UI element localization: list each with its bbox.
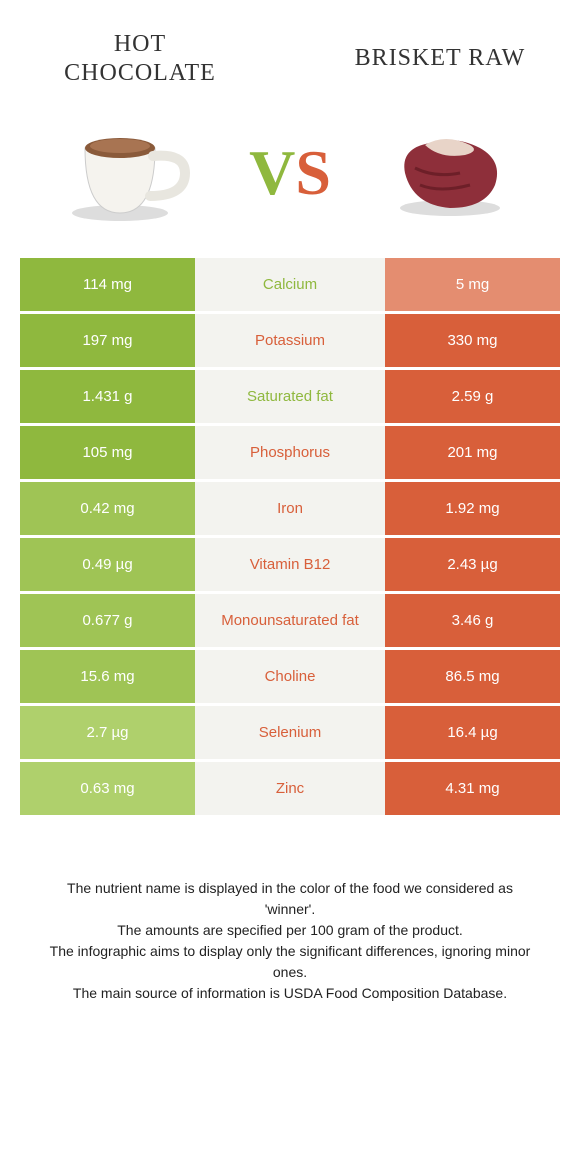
left-value: 15.6 mg (20, 650, 195, 703)
right-value: 330 mg (385, 314, 560, 367)
right-value: 1.92 mg (385, 482, 560, 535)
left-value: 105 mg (20, 426, 195, 479)
images-row: VS (0, 88, 580, 258)
left-value: 114 mg (20, 258, 195, 311)
table-row: 0.42 mgIron1.92 mg (20, 482, 560, 535)
left-value: 0.63 mg (20, 762, 195, 815)
nutrient-name: Zinc (195, 762, 385, 815)
nutrient-name: Potassium (195, 314, 385, 367)
right-value: 5 mg (385, 258, 560, 311)
left-value: 0.49 µg (20, 538, 195, 591)
nutrient-table: 114 mgCalcium5 mg197 mgPotassium330 mg1.… (20, 258, 560, 815)
table-row: 2.7 µgSelenium16.4 µg (20, 706, 560, 759)
table-row: 197 mgPotassium330 mg (20, 314, 560, 367)
nutrient-name: Calcium (195, 258, 385, 311)
left-value: 0.42 mg (20, 482, 195, 535)
footnote-line: The infographic aims to display only the… (40, 941, 540, 983)
right-value: 3.46 g (385, 594, 560, 647)
vs-label: VS (249, 136, 331, 210)
table-row: 0.63 mgZinc4.31 mg (20, 762, 560, 815)
table-row: 0.49 µgVitamin B122.43 µg (20, 538, 560, 591)
footnote-line: The main source of information is USDA F… (40, 983, 540, 1004)
nutrient-name: Saturated fat (195, 370, 385, 423)
left-value: 0.677 g (20, 594, 195, 647)
right-food-title: Brisket raw (340, 44, 540, 73)
table-row: 15.6 mgCholine86.5 mg (20, 650, 560, 703)
left-value: 197 mg (20, 314, 195, 367)
nutrient-name: Phosphorus (195, 426, 385, 479)
right-value: 201 mg (385, 426, 560, 479)
nutrient-name: Iron (195, 482, 385, 535)
nutrient-name: Choline (195, 650, 385, 703)
left-value: 1.431 g (20, 370, 195, 423)
footnote-line: The amounts are specified per 100 gram o… (40, 920, 540, 941)
right-value: 2.59 g (385, 370, 560, 423)
right-value: 2.43 µg (385, 538, 560, 591)
right-value: 86.5 mg (385, 650, 560, 703)
footnotes: The nutrient name is displayed in the co… (0, 818, 580, 1004)
table-row: 1.431 gSaturated fat2.59 g (20, 370, 560, 423)
page: Hot chocolate Brisket raw VS 114 mgCalci… (0, 0, 580, 1004)
footnote-line: The nutrient name is displayed in the co… (40, 878, 540, 920)
hot-chocolate-icon (60, 118, 200, 228)
nutrient-name: Vitamin B12 (195, 538, 385, 591)
nutrient-name: Monounsaturated fat (195, 594, 385, 647)
table-row: 114 mgCalcium5 mg (20, 258, 560, 311)
table-row: 105 mgPhosphorus201 mg (20, 426, 560, 479)
header: Hot chocolate Brisket raw (0, 0, 580, 88)
nutrient-name: Selenium (195, 706, 385, 759)
brisket-icon (380, 118, 520, 228)
left-value: 2.7 µg (20, 706, 195, 759)
right-value: 4.31 mg (385, 762, 560, 815)
table-row: 0.677 gMonounsaturated fat3.46 g (20, 594, 560, 647)
left-food-title: Hot chocolate (40, 30, 240, 88)
right-value: 16.4 µg (385, 706, 560, 759)
